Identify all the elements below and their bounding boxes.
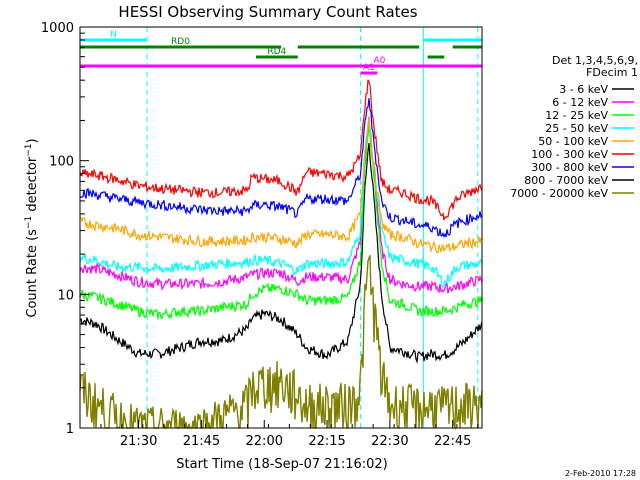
y-tick-label-1: 10 xyxy=(57,288,74,303)
x-tick-label-3: 22:15 xyxy=(308,434,345,449)
legend-header-0: Det 1,3,4,5,6,9, xyxy=(552,54,638,67)
series-line-3 xyxy=(79,120,483,289)
y-tick-label-0: 1 xyxy=(66,422,74,437)
legend-label-2: 12 - 25 keV xyxy=(545,109,608,122)
state-bar-label-4: A0 xyxy=(373,56,385,66)
legend-label-5: 100 - 300 keV xyxy=(531,148,608,161)
x-tick-label-2: 22:00 xyxy=(246,434,283,449)
x-axis-label: Start Time (18-Sep-07 21:16:02) xyxy=(176,457,387,472)
series-line-2 xyxy=(79,122,483,320)
y-axis-label-suffix: ) xyxy=(25,138,40,143)
x-tick-label-1: 21:45 xyxy=(183,434,220,449)
chart-title: HESSI Observing Summary Count Rates xyxy=(118,3,417,21)
state-bar-label-5: A1 xyxy=(363,63,375,73)
state-bar-label-0: N xyxy=(110,30,117,40)
legend-label-4: 50 - 100 keV xyxy=(538,135,608,148)
x-tick-label-4: 22:30 xyxy=(371,434,408,449)
series-line-5 xyxy=(79,79,483,221)
y-tick-label-3: 1000 xyxy=(41,21,74,36)
legend-label-8: 7000 - 20000 keV xyxy=(510,187,608,200)
legend-label-0: 3 - 6 keV xyxy=(559,83,608,96)
legend-label-1: 6 - 12 keV xyxy=(552,96,608,109)
x-tick-label-0: 21:30 xyxy=(120,434,157,449)
y-axis-label: Count Rate (s−1 detector−1) xyxy=(24,138,40,317)
y-axis-label-exp1: −1 xyxy=(24,216,34,229)
legend-label-6: 300 - 800 keV xyxy=(531,161,608,174)
legend-header-1: FDecim 1 xyxy=(586,66,638,79)
y-axis-label-prefix: Count Rate (s xyxy=(25,229,40,318)
state-bar-label-2: RD4 xyxy=(267,47,286,57)
x-tick-label-5: 22:45 xyxy=(434,434,471,449)
y-axis-label-mid: detector xyxy=(25,156,40,216)
y-axis-label-exp2: −1 xyxy=(24,143,34,156)
state-bar-label-1: RD0 xyxy=(171,37,190,47)
legend-label-7: 800 - 7000 keV xyxy=(524,174,608,187)
series-line-1 xyxy=(79,116,483,294)
series-line-6 xyxy=(79,98,483,239)
legend-label-3: 25 - 50 keV xyxy=(545,122,608,135)
plot-frame xyxy=(79,26,483,429)
series-line-8 xyxy=(79,255,483,431)
series-line-4 xyxy=(79,117,483,254)
y-tick-label-2: 100 xyxy=(49,155,74,170)
footer-timestamp: 2-Feb-2010 17:28 xyxy=(565,469,636,478)
series-line-0 xyxy=(79,143,483,364)
